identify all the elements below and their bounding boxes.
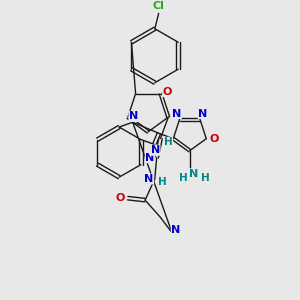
Text: N: N bbox=[172, 109, 181, 118]
Text: N: N bbox=[189, 169, 198, 179]
Text: O: O bbox=[209, 134, 219, 144]
Text: H: H bbox=[158, 177, 167, 187]
Text: H: H bbox=[201, 173, 210, 183]
Text: N: N bbox=[144, 174, 154, 184]
Text: N: N bbox=[198, 109, 208, 118]
Text: O: O bbox=[116, 193, 125, 203]
Text: O: O bbox=[163, 87, 172, 97]
Text: N: N bbox=[129, 112, 138, 122]
Text: H: H bbox=[164, 137, 172, 147]
Text: N: N bbox=[171, 225, 181, 235]
Text: H: H bbox=[178, 173, 188, 183]
Text: N: N bbox=[145, 153, 154, 163]
Text: N: N bbox=[151, 145, 160, 155]
Text: Cl: Cl bbox=[153, 1, 165, 10]
